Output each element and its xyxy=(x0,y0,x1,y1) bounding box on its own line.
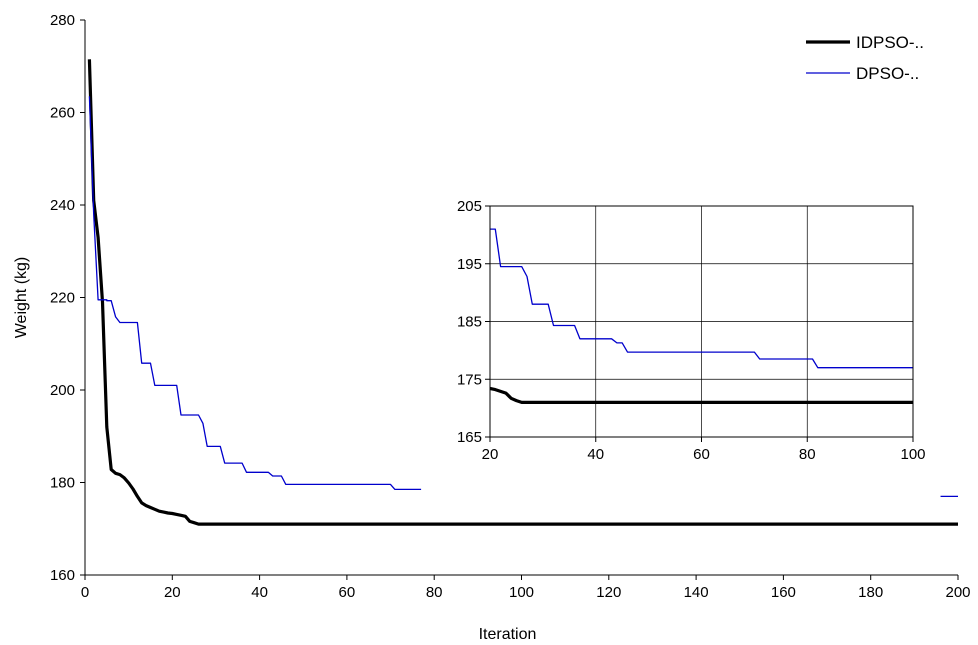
y-tick-label: 160 xyxy=(50,567,75,584)
x-tick-label: 20 xyxy=(164,584,181,601)
x-tick-label: 80 xyxy=(799,446,816,463)
x-tick-label: 40 xyxy=(251,584,268,601)
x-tick-label: 100 xyxy=(509,584,534,601)
x-tick-label: 40 xyxy=(587,446,604,463)
x-tick-label: 160 xyxy=(771,584,796,601)
x-tick-label: 120 xyxy=(596,584,621,601)
y-tick-label: 260 xyxy=(50,105,75,122)
y-tick-label: 180 xyxy=(50,475,75,492)
y-tick-label: 165 xyxy=(457,429,482,446)
y-axis-title: Weight (kg) xyxy=(13,257,30,339)
series-0-line xyxy=(490,386,913,404)
x-axis-title: Iteration xyxy=(479,626,537,643)
y-tick-label: 240 xyxy=(50,197,75,214)
y-tick-label: 220 xyxy=(50,290,75,307)
x-tick-label: 0 xyxy=(81,584,89,601)
y-tick-label: 195 xyxy=(457,256,482,273)
inset-chart: 20 40 60 80 100 165 175 185 195 205 xyxy=(457,198,926,463)
y-tick-label: 185 xyxy=(457,314,482,331)
x-tick-label: 60 xyxy=(693,446,710,463)
x-tick-label: 80 xyxy=(426,584,443,601)
x-tick-label: 20 xyxy=(482,446,499,463)
x-tick-label: 100 xyxy=(900,446,925,463)
series-1-line xyxy=(490,228,913,369)
x-tick-label: 180 xyxy=(858,584,883,601)
dpso-line xyxy=(88,96,422,491)
x-tick-label: 60 xyxy=(339,584,356,601)
y-tick-label: 280 xyxy=(50,12,75,29)
x-tick-label: 200 xyxy=(945,584,970,601)
legend-label: DPSO-.. xyxy=(856,64,919,83)
y-tick-label: 200 xyxy=(50,382,75,399)
legend-label: IDPSO-.. xyxy=(856,33,924,52)
x-tick-label: 140 xyxy=(684,584,709,601)
y-tick-label: 205 xyxy=(457,198,482,215)
idpso-line xyxy=(87,59,958,526)
legend: IDPSO-.. DPSO-.. xyxy=(806,33,924,83)
y-tick-label: 175 xyxy=(457,371,482,388)
